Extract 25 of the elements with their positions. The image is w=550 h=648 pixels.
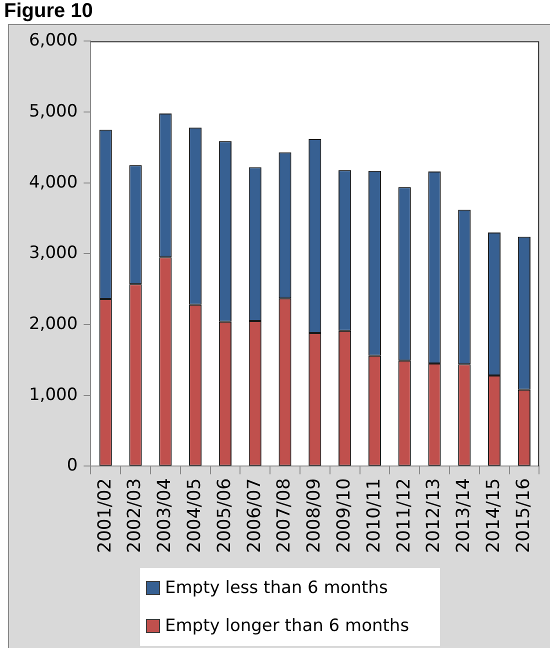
x-tick-label: 2002/03 <box>124 478 146 554</box>
y-tick-label: 0 <box>66 456 78 476</box>
x-tick-label: 2001/02 <box>94 478 116 554</box>
y-tick-label: 6,000 <box>28 30 78 51</box>
legend-label: Empty less than 6 months <box>165 578 388 598</box>
x-tick-label: 2014/15 <box>482 478 504 554</box>
x-tick-label: 2013/14 <box>453 478 474 554</box>
y-tick-label: 3,000 <box>28 243 78 264</box>
y-tick-label: 5,000 <box>28 101 78 122</box>
legend-label: Empty longer than 6 months <box>165 616 410 636</box>
y-tick-label: 4,000 <box>28 172 78 192</box>
x-tick-label: 2003/04 <box>154 478 176 554</box>
x-tick-label: 2007/08 <box>274 478 295 554</box>
x-tick-label: 2011/12 <box>393 478 414 554</box>
x-tick-label: 2009/10 <box>333 478 354 554</box>
x-tick-label: 2010/11 <box>363 478 384 554</box>
x-tick-label: 2008/09 <box>304 478 325 554</box>
x-tick-label: 2005/06 <box>214 478 235 554</box>
y-tick-label: 2,000 <box>28 314 78 334</box>
x-tick-label: 2004/05 <box>184 478 205 554</box>
y-tick-label: 1,000 <box>28 384 78 405</box>
x-tick-label: 2006/07 <box>244 478 265 554</box>
chart-title: Figure 10 <box>4 0 93 23</box>
x-tick-label: 2012/13 <box>423 478 444 554</box>
x-tick-label: 2015/16 <box>512 478 534 554</box>
